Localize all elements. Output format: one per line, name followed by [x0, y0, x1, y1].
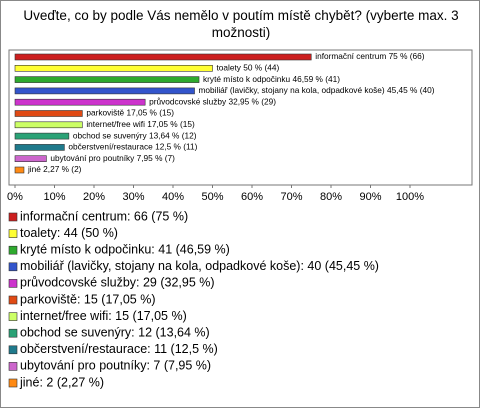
chart-title: Uveďte, co by podle Vás nemělo v poutím … — [23, 8, 459, 40]
legend-swatch — [8, 212, 18, 222]
bar-label: jiné 2,27 % (2) — [27, 164, 82, 174]
legend-label: průvodcovské služby: 29 (32,95 %) — [20, 276, 215, 290]
bar — [14, 155, 47, 162]
x-tick-label: 40% — [162, 191, 184, 203]
legend-swatch — [8, 378, 18, 388]
bar-label: kryté místo k odpočinku 46,59 % (41) — [203, 74, 340, 84]
legend-swatch — [8, 295, 18, 305]
bar-label: ubytování pro poutníky 7,95 % (7) — [50, 153, 175, 163]
legend-swatch — [8, 245, 18, 255]
bar — [14, 98, 146, 106]
x-tick-label: 10% — [43, 191, 65, 203]
bar — [14, 132, 70, 140]
legend-swatch — [8, 262, 18, 272]
bar — [14, 121, 83, 129]
legend-swatch — [8, 279, 18, 288]
bar — [14, 144, 65, 151]
legend-label: parkoviště: 15 (17,05 %) — [20, 292, 156, 306]
bar-label: občerstvení/restaurace 12,5 % (11) — [68, 142, 197, 152]
bar-label: obchod se suvenýry 13,64 % (12) — [73, 130, 197, 140]
legend-label: mobiliář (lavičky, stojany na kola, odpa… — [20, 259, 379, 273]
x-tick-label: 90% — [359, 191, 381, 203]
x-tick-label: 50% — [201, 191, 223, 203]
bar — [14, 87, 195, 95]
legend-label: informační centrum: 66 (75 %) — [20, 209, 188, 223]
legend-swatch — [8, 312, 18, 321]
legend-label: ubytování pro poutníky: 7 (7,95 %) — [20, 359, 211, 373]
legend-label: internet/free wifi: 15 (17,05 %) — [20, 309, 187, 323]
x-tick-label: 70% — [280, 191, 302, 203]
legend-swatch — [8, 328, 18, 338]
x-tick-label: 30% — [122, 191, 144, 203]
x-tick-label: 80% — [320, 191, 342, 203]
bar — [14, 53, 312, 61]
x-tick-label: 100% — [396, 191, 424, 203]
bar — [14, 65, 213, 72]
bar — [14, 76, 200, 83]
bar-label: informační centrum 75 % (66) — [315, 51, 425, 61]
legend-label: občerstvení/restaurace: 11 (12,5 %) — [20, 342, 218, 356]
legend-swatch — [8, 345, 18, 355]
legend-label: obchod se suvenýry: 12 (13,64 %) — [20, 325, 210, 339]
x-tick-label: 0% — [7, 191, 23, 203]
bar-label: průvodcovské služby 32,95 % (29) — [149, 96, 276, 106]
bar-label: internet/free wifi 17,05 % (15) — [86, 119, 195, 129]
legend-swatch — [8, 229, 18, 238]
plot-frame — [8, 49, 473, 186]
bar-label: mobiliář (lavičky, stojany na kola, odpa… — [199, 85, 435, 95]
legend-label: kryté místo k odpočinku: 41 (46,59 %) — [20, 242, 230, 256]
legend-swatch — [8, 362, 18, 371]
legend-label: jiné: 2 (2,27 %) — [19, 375, 104, 389]
bar — [14, 166, 25, 174]
x-tick-label: 20% — [83, 191, 105, 203]
x-tick-label: 60% — [241, 191, 263, 203]
bar-label: toalety 50 % (44) — [217, 62, 280, 72]
bar-label: parkoviště 17,05 % (15) — [86, 108, 174, 118]
legend-label: toalety: 44 (50 %) — [20, 226, 118, 240]
bar — [14, 110, 83, 117]
